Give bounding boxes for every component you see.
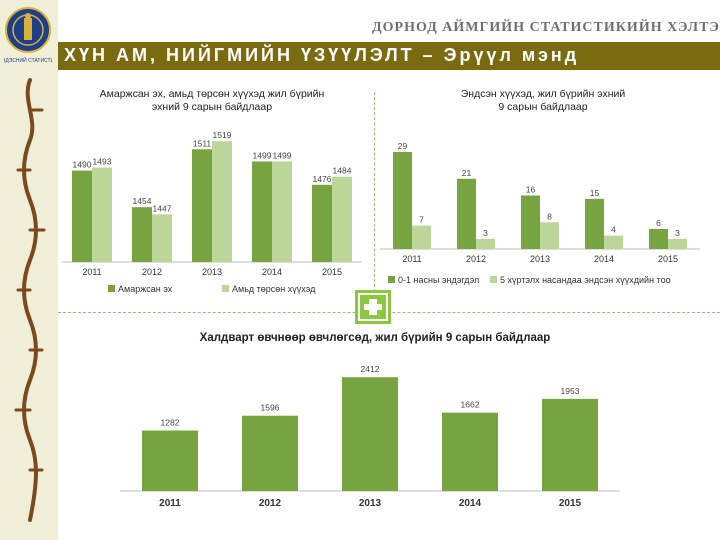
chart1-title-line1: Амаржсан эх, амьд төрсөн хүүхэд жил бүри…: [99, 88, 325, 100]
data-label: 3: [675, 228, 680, 238]
bar: [542, 398, 598, 491]
bar: [132, 207, 152, 262]
data-label: 1596: [261, 403, 280, 413]
bar: [649, 228, 668, 249]
data-label: 1519: [213, 130, 232, 140]
x-tick-label: 2011: [82, 267, 101, 277]
data-label: 21: [462, 168, 472, 178]
bar: [412, 225, 431, 249]
x-tick-label: 2011: [402, 254, 421, 264]
bar: [540, 222, 559, 249]
bar: [272, 161, 292, 262]
bar: [332, 176, 352, 262]
bar: [152, 214, 172, 262]
emblem-logo: ҮНДЭСНИЙ СТАТИСТИК: [4, 7, 52, 64]
chart2-title-line2: 9 сарын байдлаар: [498, 101, 588, 113]
x-tick-label: 2013: [202, 267, 222, 277]
legend-swatch: [222, 285, 229, 292]
data-label: 1454: [133, 196, 152, 206]
x-tick-label: 2012: [466, 254, 486, 264]
data-label: 1953: [561, 386, 580, 396]
bar: [604, 235, 623, 249]
x-tick-label: 2013: [530, 254, 550, 264]
data-label: 3: [483, 228, 488, 238]
x-tick-label: 2013: [359, 498, 382, 509]
bar: [242, 415, 298, 491]
x-tick-label: 2014: [262, 267, 282, 277]
bar: [457, 178, 476, 249]
data-label: 1499: [253, 150, 272, 160]
data-label: 1490: [73, 160, 92, 170]
legend-swatch: [108, 285, 115, 292]
logo-text: ҮНДЭСНИЙ СТАТИСТИК: [4, 56, 52, 64]
bar: [393, 152, 412, 249]
bar: [668, 238, 687, 249]
bar: [72, 170, 92, 262]
legend-label: 5 хүртэлх насандаа эндсэн хүүхдийн тоо: [500, 275, 671, 285]
bar: [312, 184, 332, 262]
legend-label: Амаржсан эх: [118, 284, 173, 294]
organization-name: ДОРНОД АЙМГИЙН СТАТИСТИКИЙН ХЭЛТЭС: [372, 20, 720, 35]
x-tick-label: 2014: [594, 254, 614, 264]
x-tick-label: 2012: [142, 267, 162, 277]
x-tick-label: 2014: [459, 498, 482, 509]
data-label: 16: [526, 185, 536, 195]
sidebar: ҮНДЭСНИЙ СТАТИСТИК: [0, 0, 58, 540]
data-label: 29: [398, 141, 408, 151]
data-label: 1476: [313, 174, 332, 184]
page-title: ХҮН АМ, НИЙГМИЙН ҮЗҮҮЛЭЛТ – Эрүүл мэнд: [64, 45, 580, 65]
data-label: 2412: [361, 364, 380, 374]
mongolian-script-ornament: [14, 78, 46, 522]
bar: [521, 195, 540, 249]
chart1-title: Амаржсан эх, амьд төрсөн хүүхэд жил бүри…: [62, 88, 362, 114]
data-label: 15: [590, 188, 600, 198]
bar: [212, 141, 232, 262]
legend-label: Амьд төрсөн хүүхэд: [232, 284, 316, 294]
bar: [476, 238, 495, 249]
data-label: 7: [419, 215, 424, 225]
data-label: 1447: [153, 203, 172, 213]
chart2-title: Эндсэн хүүхэд, жил бүрийн эхний 9 сарын …: [388, 88, 698, 114]
bar: [585, 198, 604, 249]
data-label: 8: [547, 211, 552, 221]
data-label: 1493: [93, 157, 112, 167]
bar: [442, 412, 498, 491]
vertical-divider: [374, 92, 375, 292]
bar: [92, 167, 112, 262]
data-label: 1511: [193, 138, 212, 148]
bar: [192, 149, 212, 262]
health-plus-icon: [355, 290, 391, 324]
data-label: 1499: [273, 150, 292, 160]
bar: [252, 161, 272, 262]
data-label: 6: [656, 218, 661, 228]
bar: [342, 377, 398, 491]
data-label: 1662: [461, 400, 480, 410]
x-tick-label: 2015: [559, 498, 582, 509]
chart2-title-line1: Эндсэн хүүхэд, жил бүрийн эхний: [460, 88, 626, 100]
chart3-title: Халдварт өвчнөөр өвчлөгсөд, жил бүрийн 9…: [199, 332, 551, 344]
data-label: 4: [611, 225, 616, 235]
chart1-title-line2: эхний 9 сарын байдлаар: [151, 101, 273, 113]
legend-swatch: [490, 276, 497, 283]
title-banner: ХҮН АМ, НИЙГМИЙН ҮЗҮҮЛЭЛТ – Эрүүл мэнд: [58, 42, 720, 70]
data-label: 1484: [333, 166, 352, 176]
x-tick-label: 2011: [159, 498, 181, 509]
x-tick-label: 2015: [322, 267, 342, 277]
x-tick-label: 2015: [658, 254, 678, 264]
data-label: 1282: [161, 418, 180, 428]
legend-swatch: [388, 276, 395, 283]
legend-label: 0-1 насны эндэгдэл: [398, 275, 479, 285]
bar: [142, 430, 198, 491]
x-tick-label: 2012: [259, 498, 282, 509]
